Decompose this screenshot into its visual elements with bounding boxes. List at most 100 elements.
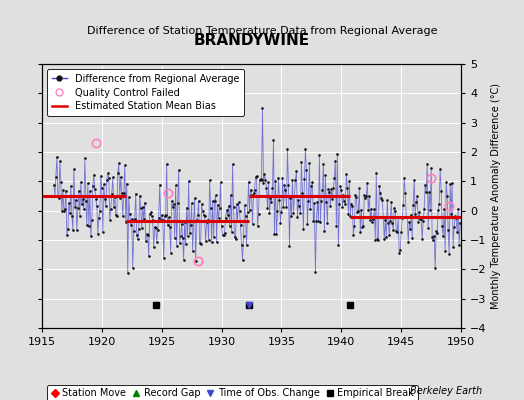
Point — [167, 249, 175, 256]
Point — [449, 243, 457, 250]
Point — [316, 218, 324, 225]
Point — [124, 270, 132, 277]
Point — [260, 171, 269, 177]
Point — [106, 206, 115, 212]
Point — [320, 227, 329, 234]
Point — [426, 206, 434, 213]
Point — [102, 203, 110, 209]
Point — [220, 232, 228, 239]
Point — [256, 176, 265, 182]
Point — [353, 209, 362, 215]
Point — [448, 180, 456, 187]
Point — [253, 223, 261, 230]
Point — [232, 236, 240, 243]
Point — [125, 194, 133, 200]
Point — [83, 222, 91, 228]
Point — [403, 214, 411, 220]
Point — [278, 175, 287, 181]
Point — [418, 236, 427, 243]
Point — [321, 172, 330, 179]
Point — [455, 242, 463, 248]
Point — [241, 202, 249, 208]
Point — [307, 183, 315, 190]
Point — [259, 180, 268, 187]
Point — [348, 202, 356, 209]
Point — [193, 212, 202, 218]
Point — [85, 222, 93, 229]
Point — [271, 178, 280, 184]
Point — [347, 200, 355, 207]
Point — [196, 241, 205, 247]
Point — [171, 182, 180, 188]
Point — [82, 198, 90, 204]
Point — [86, 233, 95, 239]
Point — [223, 212, 232, 218]
Point — [232, 201, 241, 208]
Point — [129, 228, 138, 234]
Point — [161, 211, 170, 218]
Point — [435, 201, 443, 207]
Point — [438, 223, 446, 230]
Point — [427, 165, 435, 172]
Point — [214, 214, 223, 221]
Point — [185, 230, 194, 236]
Point — [413, 193, 421, 200]
Point — [148, 217, 157, 224]
Point — [404, 238, 412, 245]
Y-axis label: Monthly Temperature Anomaly Difference (°C): Monthly Temperature Anomaly Difference (… — [491, 83, 501, 309]
Text: Difference of Station Temperature Data from Regional Average: Difference of Station Temperature Data f… — [87, 26, 437, 36]
Point — [73, 227, 81, 234]
Point — [143, 231, 151, 237]
Point — [148, 212, 156, 219]
Point — [291, 177, 300, 183]
Point — [88, 217, 96, 223]
Point — [67, 183, 75, 189]
Point — [295, 203, 303, 210]
Point — [118, 213, 127, 219]
Point — [368, 219, 376, 226]
Point — [79, 196, 87, 203]
Point — [244, 178, 253, 185]
Point — [217, 223, 226, 230]
Point — [266, 195, 275, 202]
Point — [341, 201, 350, 207]
Point — [100, 180, 108, 187]
Point — [281, 187, 290, 193]
Point — [375, 183, 384, 189]
Point — [150, 224, 159, 230]
Point — [206, 204, 215, 211]
Point — [304, 198, 313, 204]
Point — [108, 174, 117, 181]
Point — [90, 172, 98, 178]
Point — [162, 161, 171, 167]
Point — [314, 217, 323, 224]
Point — [103, 176, 111, 183]
Point — [57, 179, 65, 185]
Point — [242, 242, 250, 249]
Point — [215, 205, 224, 211]
Point — [235, 207, 244, 214]
Point — [429, 237, 438, 243]
Point — [355, 185, 364, 192]
Point — [72, 196, 80, 203]
Point — [147, 209, 155, 216]
Point — [430, 232, 439, 239]
Point — [411, 211, 419, 217]
Point — [357, 206, 366, 213]
Point — [250, 186, 259, 193]
Point — [135, 226, 143, 232]
Point — [277, 208, 286, 215]
Point — [370, 206, 378, 212]
Point — [169, 200, 178, 207]
Point — [335, 201, 344, 208]
Point — [117, 190, 126, 196]
Point — [75, 213, 84, 220]
Point — [272, 231, 281, 238]
Point — [365, 193, 374, 200]
Point — [313, 198, 322, 205]
Point — [392, 228, 400, 234]
Point — [212, 239, 221, 245]
Point — [107, 190, 116, 197]
Point — [170, 235, 179, 241]
Point — [104, 170, 112, 176]
